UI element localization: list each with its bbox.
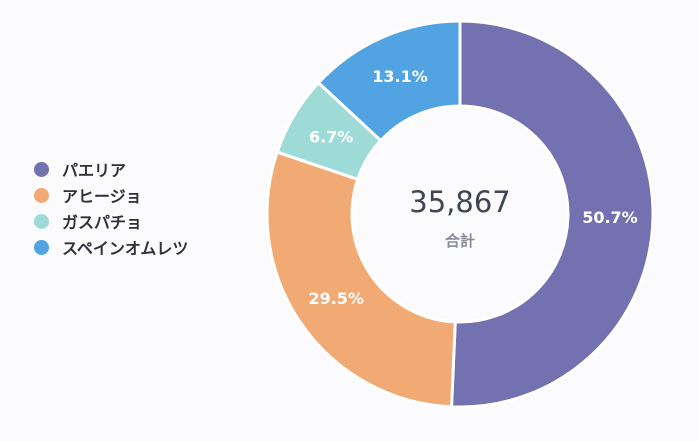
legend-label-spanish-omelette: スペインオムレツ (62, 239, 189, 258)
legend-label-paella: パエリア (62, 161, 127, 180)
slice-ajillo[interactable] (265, 150, 457, 409)
legend: パエリア アヒージョ ガスパチョ スペインオムレツ (34, 158, 188, 258)
legend-swatch-ajillo (34, 187, 49, 203)
legend-swatch-gazpacho (34, 213, 49, 229)
legend-item-paella[interactable]: パエリア (34, 158, 188, 180)
slice-label-spanish-omelette: 13.1% (372, 67, 428, 86)
slice-paella[interactable] (449, 19, 655, 409)
slice-label-gazpacho: 6.7% (309, 128, 353, 147)
legend-label-ajillo: アヒージョ (62, 187, 142, 206)
slice-label-paella: 50.7% (582, 208, 638, 227)
legend-item-ajillo[interactable]: アヒージョ (34, 184, 188, 206)
slice-label-ajillo: 29.5% (308, 289, 364, 308)
center-total-value: 35,867 (409, 185, 510, 219)
center-total-label: 合計 (444, 232, 475, 250)
slice-spanish-omelette[interactable] (316, 19, 462, 143)
legend-item-gazpacho[interactable]: ガスパチョ (34, 210, 188, 232)
legend-item-spanish-omelette[interactable]: スペインオムレツ (34, 236, 188, 258)
legend-swatch-paella (34, 161, 49, 177)
slices-group (265, 19, 655, 409)
slice-labels-group: 50.7% 29.5% 6.7% 13.1% (308, 67, 637, 308)
legend-swatch-spanish-omelette (34, 239, 49, 255)
legend-label-gazpacho: ガスパチョ (62, 213, 143, 232)
